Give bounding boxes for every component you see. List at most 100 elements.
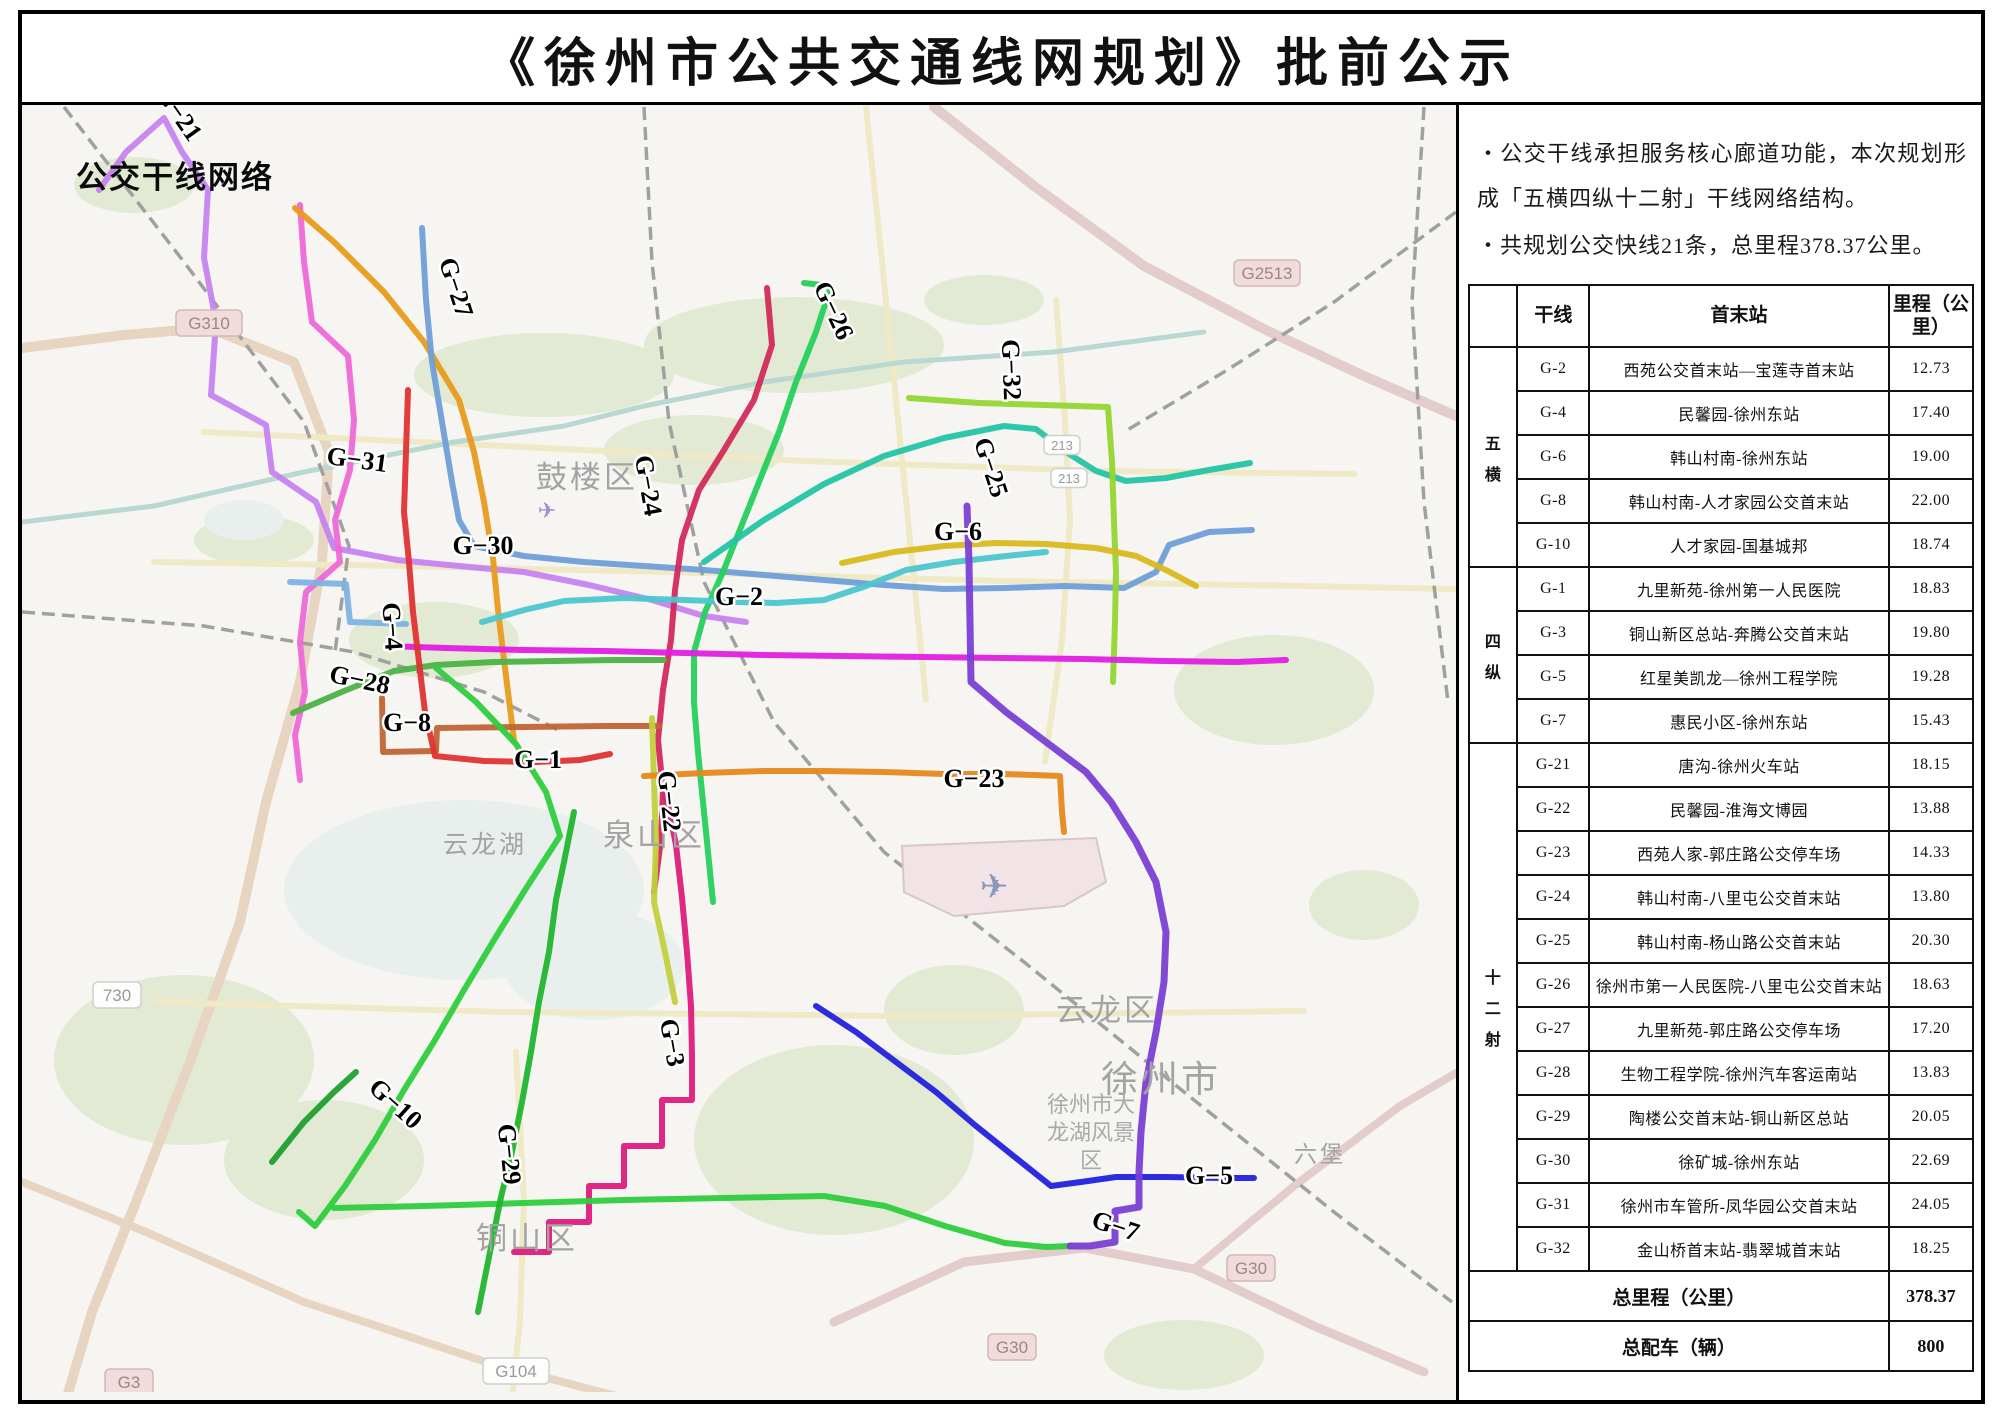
scenic-area-label: 区 xyxy=(1080,1148,1102,1173)
road-shield xyxy=(1226,1254,1276,1282)
mileage-cell: 13.80 xyxy=(1887,874,1975,921)
table-row: G-26 徐州市第一人民医院-八里屯公交首末站 18.63 xyxy=(1469,962,1975,1009)
map-corner-title: 公交干线网络 xyxy=(76,160,274,195)
terminals-cell: 西苑公交首末站—宝莲寺首末站 xyxy=(1588,346,1890,393)
group-label: 五横 xyxy=(1467,346,1519,569)
col-mileage-header: 里程（公里） xyxy=(1887,284,1975,349)
bus-route-G-4 xyxy=(384,643,1289,665)
scenic-area-label: 徐州市大 xyxy=(1047,1092,1135,1117)
poster-frame: 《徐州市公共交通线网规划》批前公示 ✈ ✈ G310 G2513 G30 G30 G3 G10… xyxy=(18,10,1985,1404)
mileage-cell: 24.05 xyxy=(1887,1182,1975,1229)
road-shield-label: 730 xyxy=(103,986,131,1005)
road-shield-label: G104 xyxy=(495,1362,537,1381)
terminals-cell: 韩山村南-人才家园公交首末站 xyxy=(1588,478,1890,525)
mileage-cell: 22.69 xyxy=(1887,1138,1975,1185)
mileage-cell: 20.05 xyxy=(1887,1094,1975,1141)
bus-route-G-32 xyxy=(906,395,1119,685)
route-id-cell: G-30 xyxy=(1516,1138,1591,1185)
col-stations-header: 首末站 xyxy=(1588,284,1890,349)
route-id-cell: G-7 xyxy=(1516,698,1591,745)
district-label: 铜山区 xyxy=(476,1221,578,1256)
mileage-cell: 18.25 xyxy=(1887,1226,1975,1273)
route-label: G−1 xyxy=(514,745,562,774)
park-area xyxy=(884,965,1024,1055)
base-road xyxy=(829,1243,1429,1377)
transit-network-map: ✈ ✈ G310 G2513 G30 G30 G3 G104 730 213 213 鼓楼区 泉山区 云龙… xyxy=(22,105,1456,1400)
bus-route-G-23 xyxy=(641,768,1067,835)
mileage-cell: 14.33 xyxy=(1887,830,1975,877)
road-shield xyxy=(1233,259,1301,287)
route-id-cell: G-4 xyxy=(1516,390,1591,437)
route-label: G−5 xyxy=(1185,1161,1233,1190)
route-id-cell: G-8 xyxy=(1516,478,1591,525)
terminals-cell: 韩山村南-八里屯公交首末站 xyxy=(1588,874,1890,921)
table-row: 五横 G-2 西苑公交首末站—宝莲寺首末站 12.73 xyxy=(1467,346,1975,569)
footer-value: 800 xyxy=(1887,1320,1975,1373)
table-row: G-4 民馨园-徐州东站 17.40 xyxy=(1469,390,1975,437)
district-label: 云龙区 xyxy=(1056,993,1158,1028)
route-id-cell: G-1 xyxy=(1516,566,1591,613)
table-row: G-25 韩山村南-杨山路公交首末站 20.30 xyxy=(1469,918,1975,965)
terminals-cell: 九里新苑-徐州第一人民医院 xyxy=(1588,566,1890,613)
scenic-area-label: 龙湖风景 xyxy=(1047,1120,1135,1145)
road-shield xyxy=(1050,467,1088,489)
park-area xyxy=(224,1100,424,1220)
route-id-cell: G-22 xyxy=(1516,786,1591,833)
park-area xyxy=(54,975,314,1145)
terminals-cell: 韩山村南-徐州东站 xyxy=(1588,434,1890,481)
table-row: G-8 韩山村南-人才家园公交首末站 22.00 xyxy=(1469,478,1975,525)
park-area xyxy=(694,1045,974,1235)
poster-content: ✈ ✈ G310 G2513 G30 G30 G3 G104 730 213 213 鼓楼区 泉山区 云龙… xyxy=(22,105,1981,1400)
footer-label: 总里程（公里） xyxy=(1468,1270,1890,1323)
road-shield xyxy=(1043,434,1081,456)
route-id-cell: G-29 xyxy=(1516,1094,1591,1141)
mileage-cell: 19.28 xyxy=(1887,654,1975,701)
route-id-cell: G-27 xyxy=(1516,1006,1591,1053)
table-row: G-7 惠民小区-徐州东站 15.43 xyxy=(1469,698,1975,745)
route-label: G−32 xyxy=(996,339,1027,401)
park-area xyxy=(1174,635,1374,745)
map-canvas: ✈✈G310G2513G30G30G3G104730213213鼓楼区泉山区云龙… xyxy=(22,105,1456,1400)
table-row: G-23 西苑人家-郭庄路公交停车场 14.33 xyxy=(1469,830,1975,877)
bus-route-G-21 xyxy=(96,115,749,625)
base-road xyxy=(153,999,1307,1019)
route-id-cell: G-2 xyxy=(1516,346,1591,393)
note-corridor: ・公交干线承担服务核心廊道功能，本次规划形成「五横四纵十二射」干线网络结构。 xyxy=(1477,141,1967,212)
table-row: G-6 韩山村南-徐州东站 19.00 xyxy=(1469,434,1975,481)
district-label: 六堡 xyxy=(1294,1141,1346,1167)
road-shield-label: G3 xyxy=(118,1373,141,1392)
bus-route-G-30 xyxy=(419,225,1255,592)
title-bar: 《徐州市公共交通线网规划》批前公示 xyxy=(22,14,1981,105)
district-label: 鼓楼区 xyxy=(536,460,638,495)
page-title: 《徐州市公共交通线网规划》批前公示 xyxy=(482,35,1520,93)
base-road xyxy=(151,559,1456,592)
route-id-cell: G-21 xyxy=(1516,742,1591,789)
terminals-cell: 红星美凯龙—徐州工程学院 xyxy=(1588,654,1890,701)
mileage-cell: 12.73 xyxy=(1887,346,1975,393)
bus-route-G-25 xyxy=(701,423,1253,565)
table-row: G-28 生物工程学院-徐州汽车客运南站 13.83 xyxy=(1469,1050,1975,1097)
airplane-icon: ✈ xyxy=(538,499,556,524)
road-shield-label: 213 xyxy=(1058,471,1080,486)
group-label: 四纵 xyxy=(1467,566,1519,745)
route-id-cell: G-24 xyxy=(1516,874,1591,921)
road-shield-label: G30 xyxy=(1235,1259,1267,1278)
base-road xyxy=(22,329,1207,525)
terminals-cell: 陶楼公交首末站-铜山新区总站 xyxy=(1588,1094,1890,1141)
road-shield xyxy=(175,309,243,337)
base-road xyxy=(1190,1069,1456,1273)
route-label: G−8 xyxy=(383,708,431,737)
park-area xyxy=(414,333,674,417)
bus-route-G-22 xyxy=(649,715,678,1005)
mileage-cell: 15.43 xyxy=(1887,698,1975,745)
route-id-cell: G-25 xyxy=(1516,918,1591,965)
table-footer-row: 总里程（公里） 378.37 xyxy=(1468,1270,1975,1323)
terminals-cell: 铜山新区总站-奔腾公交首末站 xyxy=(1588,610,1890,657)
mileage-cell: 18.74 xyxy=(1887,522,1975,569)
mileage-cell: 22.00 xyxy=(1887,478,1975,525)
park-area xyxy=(74,157,194,213)
mileage-cell: 19.80 xyxy=(1887,610,1975,657)
airport-area xyxy=(900,836,1108,918)
railway-line xyxy=(642,106,1454,1304)
bus-route-G-3 xyxy=(511,792,695,1255)
